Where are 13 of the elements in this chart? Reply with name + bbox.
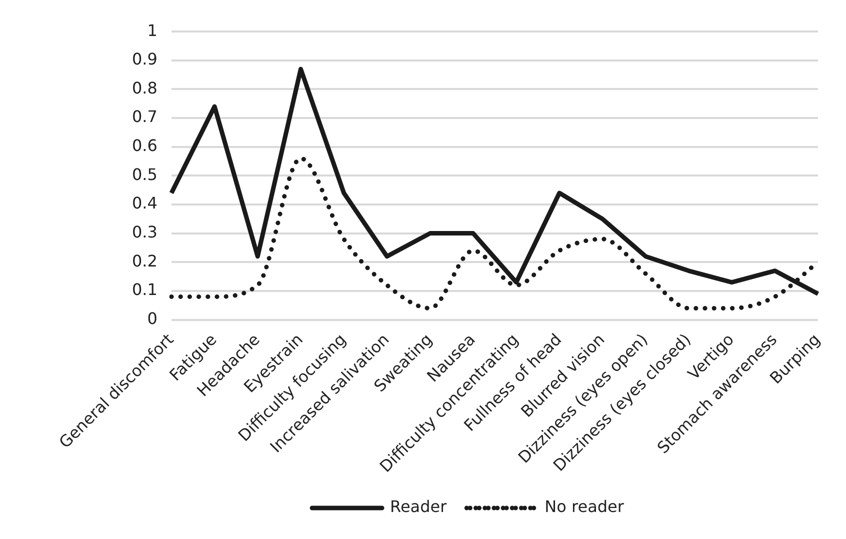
y-tick-label: 0.9 — [132, 50, 158, 69]
y-tick-label: 0.8 — [132, 78, 158, 98]
y-tick-label: 0.3 — [132, 222, 158, 242]
legend-label: No reader — [544, 497, 624, 516]
y-tick-label: 0 — [147, 308, 158, 328]
y-tick-label: 0.2 — [132, 251, 158, 270]
y-tick-label: 0.1 — [132, 280, 158, 300]
y-tick-label: 0.4 — [132, 194, 158, 213]
y-tick-label: 1 — [147, 20, 158, 40]
y-tick-label: 0.6 — [132, 136, 158, 156]
y-tick-label: 0.7 — [132, 107, 158, 126]
legend-label: Reader — [390, 497, 448, 516]
y-tick-label: 0.5 — [132, 164, 158, 184]
